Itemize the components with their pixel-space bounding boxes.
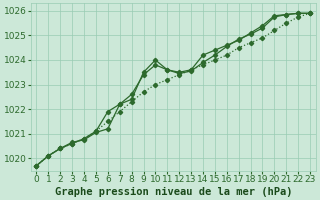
- X-axis label: Graphe pression niveau de la mer (hPa): Graphe pression niveau de la mer (hPa): [54, 186, 292, 197]
